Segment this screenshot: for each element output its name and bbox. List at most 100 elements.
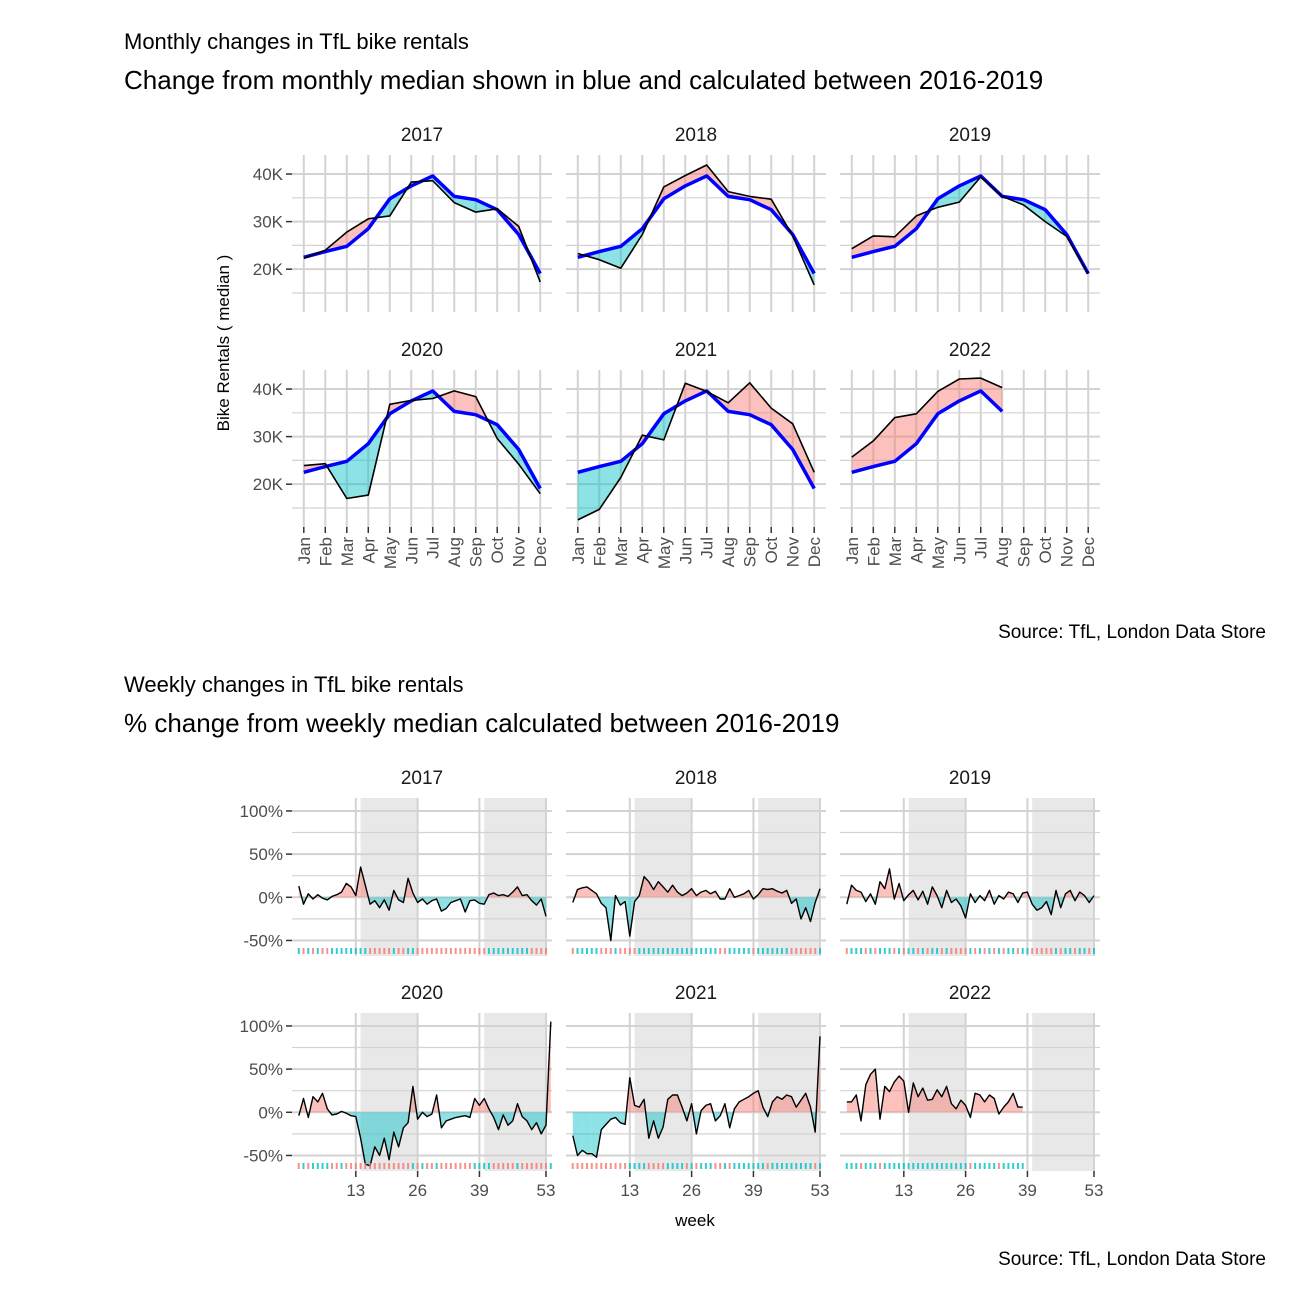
y-tick-label: 100% xyxy=(240,1017,283,1036)
difference-area xyxy=(317,1093,323,1113)
actual-line xyxy=(846,868,1095,919)
difference-area xyxy=(1008,1093,1014,1113)
difference-area xyxy=(753,1090,759,1113)
difference-area xyxy=(1036,897,1042,911)
difference-area xyxy=(370,1112,375,1166)
difference-area xyxy=(454,390,476,415)
difference-area xyxy=(782,1095,787,1113)
difference-area xyxy=(620,897,626,906)
difference-area xyxy=(384,1112,390,1160)
difference-area xyxy=(667,1095,673,1113)
difference-area xyxy=(465,1112,470,1118)
difference-area xyxy=(771,408,793,450)
shaded-period xyxy=(484,1013,546,1171)
shaded-period xyxy=(634,1013,692,1171)
y-tick-label: 40K xyxy=(253,165,284,184)
monthly-panel-2019: 2019 xyxy=(840,125,1100,312)
difference-area xyxy=(937,185,960,208)
panel-strip-label: 2018 xyxy=(675,125,717,146)
difference-area xyxy=(1003,1101,1009,1113)
panel-strip-label: 2017 xyxy=(401,125,443,146)
difference-area xyxy=(894,1076,900,1113)
difference-area xyxy=(522,1112,527,1121)
weekly-caption: Source: TfL, London Data Store xyxy=(998,1249,1266,1270)
difference-area xyxy=(672,885,678,898)
x-tick-label: Mar xyxy=(886,537,905,567)
difference-area xyxy=(884,1086,890,1113)
difference-area xyxy=(796,1100,801,1113)
difference-area xyxy=(615,1112,621,1123)
panel-strip-label: 2021 xyxy=(675,983,717,1004)
difference-area xyxy=(672,1095,678,1113)
x-tick-label: 39 xyxy=(744,1181,763,1200)
actual-line xyxy=(577,381,815,521)
difference-area xyxy=(739,1099,744,1113)
difference-area xyxy=(346,883,352,898)
difference-area xyxy=(365,1112,371,1166)
difference-area xyxy=(873,235,895,252)
actual-line xyxy=(303,179,541,283)
median-line xyxy=(851,174,1090,275)
weekly-panel-2019: 2019 xyxy=(840,768,1100,956)
difference-area xyxy=(899,1076,904,1113)
shaded-period xyxy=(484,798,546,956)
weekly-panel-2020: 2020 -50% 0% 50% 100% 13 26 39 53 xyxy=(240,983,556,1200)
x-tick-label: Oct xyxy=(1036,537,1055,564)
actual-line xyxy=(298,866,547,917)
difference-area xyxy=(527,1112,532,1130)
difference-area xyxy=(389,1112,394,1160)
difference-area xyxy=(446,897,451,909)
difference-area xyxy=(873,417,895,467)
y-tick-label: 50% xyxy=(249,845,283,864)
difference-area xyxy=(851,885,857,898)
difference-area xyxy=(379,1112,385,1156)
x-tick-label: Apr xyxy=(633,537,652,564)
difference-area xyxy=(658,881,664,898)
difference-area xyxy=(541,1112,546,1134)
difference-area xyxy=(980,378,1003,412)
x-tick-label: Aug xyxy=(719,537,738,567)
x-tick-label: Apr xyxy=(907,537,926,564)
actual-line xyxy=(851,377,1003,458)
panel-strip-label: 2018 xyxy=(675,768,717,789)
y-tick-label: -50% xyxy=(243,1146,283,1165)
difference-area xyxy=(880,881,885,898)
difference-area xyxy=(916,391,938,444)
difference-area xyxy=(1065,890,1071,898)
actual-line xyxy=(572,1036,821,1158)
x-tick-label: Jun xyxy=(402,537,421,564)
difference-area xyxy=(531,1112,537,1130)
difference-area xyxy=(762,888,768,898)
difference-area xyxy=(749,382,772,425)
difference-area xyxy=(685,383,707,401)
difference-area xyxy=(960,1100,966,1113)
actual-line xyxy=(846,1068,1023,1122)
x-tick-label: May xyxy=(929,537,948,570)
difference-area xyxy=(360,867,366,898)
difference-area xyxy=(922,1088,928,1113)
difference-area xyxy=(360,1112,366,1165)
y-tick-label: 100% xyxy=(240,802,283,821)
panel-strip-label: 2022 xyxy=(949,340,991,361)
x-tick-label: Jul xyxy=(424,537,443,559)
difference-area xyxy=(792,423,815,489)
difference-area xyxy=(536,1112,542,1134)
monthly-subtitle: Change from monthly median shown in blue… xyxy=(124,65,1043,95)
x-tick-label: 39 xyxy=(1018,1181,1037,1200)
difference-area xyxy=(941,1086,947,1113)
x-tick-label: Jan xyxy=(295,537,314,564)
difference-area xyxy=(441,1112,447,1128)
weekly-panel-2021: 2021 13 26 39 53 xyxy=(566,983,829,1200)
weekly-panel-2022: 2022 13 26 39 53 xyxy=(840,983,1103,1200)
shaded-period xyxy=(758,1013,820,1171)
difference-area xyxy=(653,881,659,898)
weekly-title: Weekly changes in TfL bike rentals xyxy=(124,672,464,697)
shaded-period xyxy=(360,798,418,956)
difference-area xyxy=(686,888,692,898)
difference-area xyxy=(577,887,583,898)
difference-area xyxy=(959,378,981,401)
monthly-panel-2017: 2017 20K 30K 40K xyxy=(253,125,552,312)
weekly-panel-2017: 2017 -50% 0% 50% 100% xyxy=(240,768,552,956)
x-tick-label: 13 xyxy=(346,1181,365,1200)
